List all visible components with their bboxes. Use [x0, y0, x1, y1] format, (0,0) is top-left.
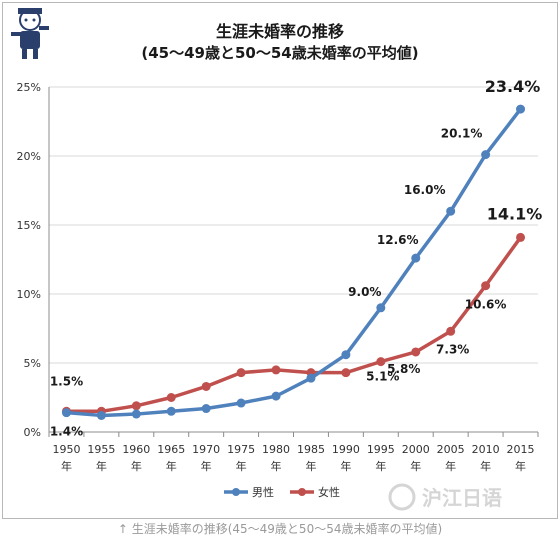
x-tick-label: 1950: [52, 443, 80, 456]
legend-marker: [298, 488, 306, 496]
y-tick-label: 20%: [17, 150, 41, 163]
data-point: [236, 398, 246, 408]
data-label: 20.1%: [441, 127, 483, 141]
y-tick-label: 10%: [17, 288, 41, 301]
data-label: 7.3%: [436, 342, 469, 356]
x-tick-label: 年: [515, 459, 526, 473]
mascot-icon: [11, 8, 49, 59]
svg-text:沪江日语: 沪江日语: [422, 486, 502, 510]
x-tick-label: 2015: [507, 443, 535, 456]
data-point: [271, 391, 281, 401]
x-tick-label: 年: [201, 459, 212, 473]
data-point: [236, 368, 246, 378]
x-tick-label: 2005: [437, 443, 465, 456]
data-point: [376, 303, 386, 313]
data-label: 14.1%: [487, 204, 543, 223]
data-point: [481, 281, 491, 291]
data-point: [516, 104, 526, 114]
x-tick-label: 年: [375, 459, 386, 473]
y-tick-label: 15%: [17, 219, 41, 232]
x-tick-label: 2010: [472, 443, 500, 456]
data-label: 10.6%: [465, 298, 507, 312]
data-label: 9.0%: [348, 285, 381, 299]
data-point: [166, 393, 176, 402]
data-label: 12.6%: [377, 233, 419, 247]
data-point: [341, 350, 351, 360]
x-tick-label: 2000: [402, 443, 430, 456]
x-tick-label: 1975: [227, 443, 255, 456]
legend-label: 男性: [252, 485, 274, 499]
data-point: [411, 347, 421, 357]
data-label: 16.0%: [404, 183, 446, 197]
data-point: [271, 365, 281, 375]
x-tick-label: 1970: [192, 443, 220, 456]
x-tick-label: 年: [445, 459, 456, 473]
chart-title: 生涯未婚率の推移: [215, 22, 344, 41]
x-tick-label: 1990: [332, 443, 360, 456]
y-tick-label: 5%: [24, 357, 41, 370]
x-tick-label: 年: [131, 459, 142, 473]
data-point: [201, 404, 211, 414]
x-tick-label: 年: [305, 459, 316, 473]
chart-frame: [2, 2, 558, 519]
x-tick-label: 年: [61, 459, 72, 473]
data-point: [516, 232, 526, 242]
data-label: 23.4%: [485, 77, 541, 96]
series-line-0: [66, 108, 522, 418]
watermark-logo: 沪江日语: [388, 483, 502, 511]
data-point: [481, 150, 491, 160]
x-tick-label: 年: [480, 459, 491, 473]
legend-label: 女性: [318, 485, 340, 499]
x-tick-label: 1980: [262, 443, 290, 456]
data-point: [376, 357, 386, 367]
legend-marker: [232, 488, 240, 496]
data-point: [306, 373, 316, 383]
data-point: [131, 401, 141, 411]
x-tick-label: 年: [340, 459, 351, 473]
chart-subtitle: (45～49歳と50～54歳未婚率の平均値): [141, 44, 419, 62]
data-point: [61, 408, 71, 418]
x-tick-label: 年: [271, 459, 282, 473]
series-line-1: [66, 236, 522, 414]
figure-caption: ↑ 生涯未婚率の推移(45～49歳と50～54歳未婚率の平均値): [117, 522, 443, 536]
x-tick-label: 年: [96, 459, 107, 473]
x-tick-label: 1960: [122, 443, 150, 456]
x-tick-label: 1965: [157, 443, 185, 456]
data-point: [446, 326, 456, 336]
x-tick-label: 1985: [297, 443, 325, 456]
data-point: [166, 406, 176, 416]
data-label: 5.8%: [387, 362, 420, 376]
x-tick-label: 1995: [367, 443, 395, 456]
data-label: 5.1%: [366, 370, 399, 384]
y-tick-label: 0%: [24, 426, 41, 439]
data-label: 1.4%: [50, 425, 83, 439]
data-point: [96, 410, 106, 420]
x-tick-label: 年: [166, 459, 177, 473]
data-point: [131, 409, 141, 419]
x-tick-label: 年: [236, 459, 247, 473]
line-chart: 0% 5% 10% 15% 20% 25% 1950 年 1955 年 1960 年 1965 年 1970…: [17, 77, 543, 499]
x-tick-label: 1955: [87, 443, 115, 456]
data-label: 1.5%: [50, 374, 83, 388]
x-tick-label: 年: [410, 459, 421, 473]
data-point: [341, 368, 351, 378]
y-tick-label: 25%: [17, 81, 41, 94]
data-point: [446, 206, 456, 216]
data-point: [201, 381, 211, 391]
data-point: [411, 253, 421, 263]
